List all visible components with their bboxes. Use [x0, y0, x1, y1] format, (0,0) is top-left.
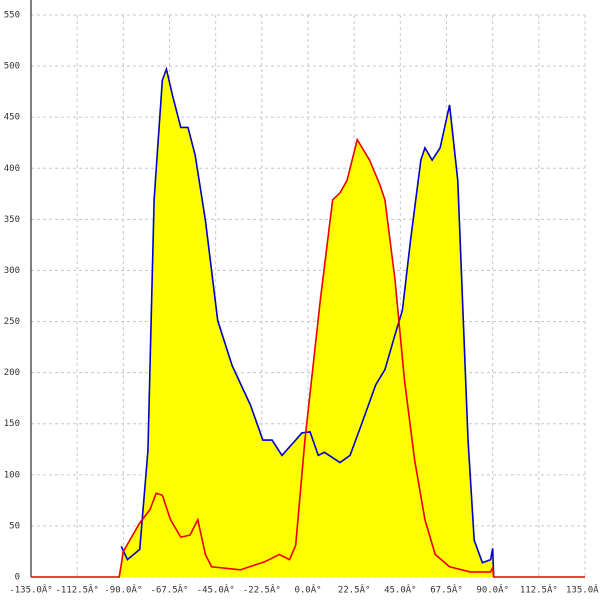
x-tick-label: 90.0Â° — [476, 584, 509, 596]
y-tick-label: 300 — [4, 266, 20, 276]
y-tick-label: 350 — [4, 215, 20, 225]
y-tick-label: 150 — [4, 419, 20, 429]
area-fill — [31, 139, 585, 578]
y-tick-label: 50 — [9, 521, 20, 531]
x-tick-label: 0.0Â° — [294, 584, 321, 596]
y-tick-label: 0 — [15, 573, 20, 583]
x-tick-label: -135.0Â° — [9, 584, 52, 596]
x-tick-label: 45.0Â° — [384, 584, 417, 596]
y-tick-label: 400 — [4, 164, 20, 174]
x-tick-label: -67.5Â° — [151, 584, 189, 596]
y-tick-label: 250 — [4, 317, 20, 327]
x-tick-label: -90.0Â° — [104, 584, 142, 596]
x-tick-label: -22.5Â° — [243, 584, 281, 596]
x-tick-label: 67.5Â° — [430, 584, 463, 596]
series-line — [120, 66, 495, 578]
y-tick-label: 450 — [4, 113, 20, 123]
x-tick-label: -45.0Â° — [197, 584, 235, 596]
x-tick-label: -112.5Â° — [55, 584, 98, 596]
y-tick-label: 500 — [4, 62, 20, 72]
x-tick-label: 135.0Â° — [566, 584, 600, 596]
y-tick-label: 100 — [4, 470, 20, 480]
y-tick-label: 550 — [4, 11, 20, 21]
x-tick-label: 22.5Â° — [338, 584, 371, 596]
series-line — [31, 137, 585, 578]
y-tick-label: 200 — [4, 368, 20, 378]
x-tick-label: 112.5Â° — [520, 584, 558, 596]
